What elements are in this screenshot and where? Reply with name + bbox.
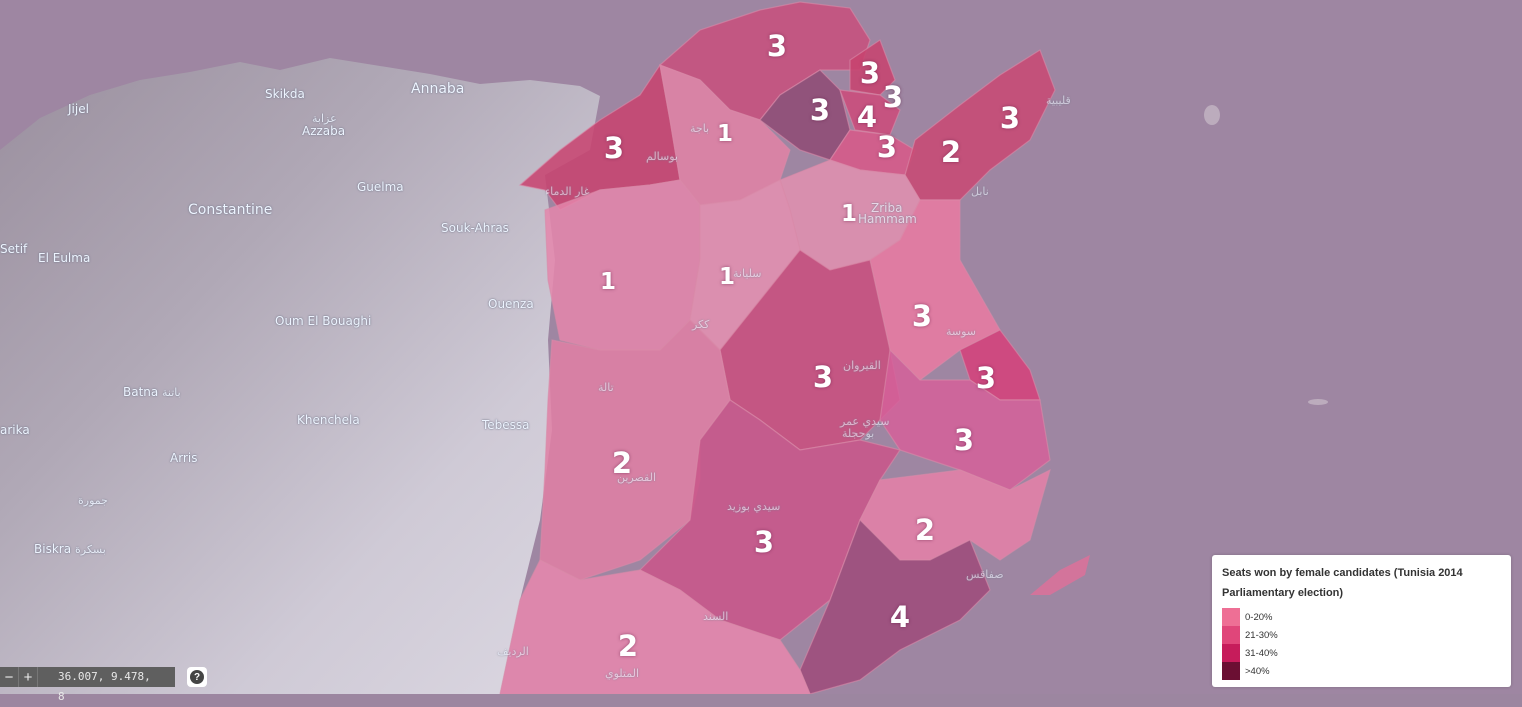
city-label: Constantine xyxy=(188,202,273,218)
city-label: Jijel xyxy=(68,102,89,116)
legend-label: 0-20% xyxy=(1245,611,1273,623)
city-label: Skikda xyxy=(265,87,305,101)
city-label-ar: القصرين xyxy=(617,471,657,484)
seat-count-manouba: 3 xyxy=(809,93,831,127)
city-label-ar: بوحجلة xyxy=(842,427,875,440)
city-label-ar: سوسة xyxy=(946,325,977,338)
seat-count-kasserine: 2 xyxy=(611,446,633,480)
legend-swatch xyxy=(1222,662,1240,680)
coordinates-readout: 36.007, 9.478, 8 xyxy=(38,667,175,703)
city-label-ar: قليبية xyxy=(1046,94,1071,107)
zoom-in-button[interactable]: + xyxy=(19,667,38,687)
city-label-ar: صفاقس xyxy=(966,568,1004,581)
city-label-ar: باجة xyxy=(690,122,710,135)
seat-count-tunis-2: 3 xyxy=(882,80,904,114)
city-label-ar: تالة xyxy=(598,381,614,394)
legend-item: >40% xyxy=(1222,662,1501,680)
tunisia-governorates xyxy=(499,1,1056,694)
help-icon: ? xyxy=(190,670,204,684)
city-label: Guelma xyxy=(357,180,404,194)
city-label: Tebessa xyxy=(482,418,530,432)
city-label-ar: الرديف xyxy=(497,645,529,658)
kerkennah-island xyxy=(1030,555,1090,595)
city-label: Biskra xyxy=(34,542,72,556)
city-label-ar: سليانة xyxy=(733,267,762,280)
region-tunis[interactable] xyxy=(839,89,901,136)
city-label-ar: باتنة xyxy=(162,386,181,399)
seat-count-kairouan: 3 xyxy=(812,360,834,394)
seat-count-jendouba: 3 xyxy=(603,131,625,165)
city-label-ar: بوسالم xyxy=(646,150,678,163)
seat-count-nabeul-2: 3 xyxy=(999,101,1021,135)
legend-label: 31-40% xyxy=(1245,647,1278,659)
seat-count-tunis-1: 4 xyxy=(856,100,878,134)
legend-swatch xyxy=(1222,626,1240,644)
city-label-ar: عزابة xyxy=(312,112,337,125)
seat-count-mahdia: 3 xyxy=(953,423,975,457)
city-label: Khenchela xyxy=(297,413,360,427)
city-label-ar: نابل xyxy=(971,185,989,198)
region-mahdia[interactable] xyxy=(879,348,1051,491)
city-label: Setif xyxy=(0,242,28,256)
city-label: Batna xyxy=(123,385,159,399)
map-controls: − + 36.007, 9.478, 8 xyxy=(0,667,175,703)
city-label: Zriba xyxy=(871,201,903,215)
seat-count-sousse: 3 xyxy=(911,299,933,333)
city-label: Annaba xyxy=(411,81,465,97)
legend-item: 21-30% xyxy=(1222,626,1501,644)
seat-count-nabeul-1: 2 xyxy=(940,135,962,169)
seat-count-ben-arous: 3 xyxy=(876,130,898,164)
seat-count-gafsa: 2 xyxy=(617,629,639,663)
region-kef[interactable] xyxy=(544,179,701,351)
region-sfax-south[interactable] xyxy=(799,518,991,694)
legend-swatch xyxy=(1222,644,1240,662)
help-button[interactable]: ? xyxy=(187,667,207,687)
seat-count-ariana: 3 xyxy=(859,56,881,90)
city-label: Oum El Bouaghi xyxy=(275,314,372,328)
region-gafsa[interactable] xyxy=(499,559,811,694)
seat-count-sfax-1: 2 xyxy=(914,513,936,547)
city-label: arika xyxy=(0,423,30,437)
city-label-ar: ككر xyxy=(692,318,710,331)
lampedusa-island xyxy=(1308,399,1328,405)
seat-count-bizerte: 3 xyxy=(766,29,788,63)
city-label: El Eulma xyxy=(38,251,91,265)
legend-item: 31-40% xyxy=(1222,644,1501,662)
city-label-ar: سيدي بوزيد xyxy=(727,500,781,513)
city-label-ar: السند xyxy=(703,610,729,623)
city-label: Ouenza xyxy=(488,297,534,311)
legend-label: 21-30% xyxy=(1245,629,1278,641)
city-label: Azzaba xyxy=(302,124,346,138)
city-label-ar: القيروان xyxy=(843,359,881,372)
city-label-ar: سيدي عمر xyxy=(840,415,890,428)
legend-item: 0-20% xyxy=(1222,608,1501,626)
seat-count-siliana: 1 xyxy=(718,264,736,290)
algeria-land xyxy=(0,58,600,694)
city-label: Arris xyxy=(170,451,198,465)
city-label: Hammam xyxy=(858,212,917,226)
city-label: Souk-Ahras xyxy=(441,221,509,235)
legend-swatch xyxy=(1222,608,1240,626)
seat-count-sidi-bouzid: 3 xyxy=(753,525,775,559)
region-ariana[interactable] xyxy=(849,39,896,96)
legend-label: >40% xyxy=(1245,665,1270,677)
seat-count-zaghouan: 1 xyxy=(840,201,858,227)
city-label-ar: المتلوي xyxy=(605,667,640,680)
seat-count-monastir: 3 xyxy=(975,361,997,395)
region-manouba[interactable] xyxy=(759,69,851,161)
zoom-out-button[interactable]: − xyxy=(0,667,19,687)
seat-count-sfax-2: 4 xyxy=(889,600,911,634)
map-legend: Seats won by female candidates (Tunisia … xyxy=(1212,555,1511,687)
legend-title: Seats won by female candidates (Tunisia … xyxy=(1222,567,1463,599)
seat-count-kef: 1 xyxy=(599,269,617,295)
pantelleria-island xyxy=(1204,105,1220,125)
city-label-ar: جمورة xyxy=(78,494,108,507)
seat-count-beja: 1 xyxy=(716,121,734,147)
city-label-ar: غار الدماء xyxy=(545,185,590,198)
city-label-ar: بسكرة xyxy=(75,543,106,556)
